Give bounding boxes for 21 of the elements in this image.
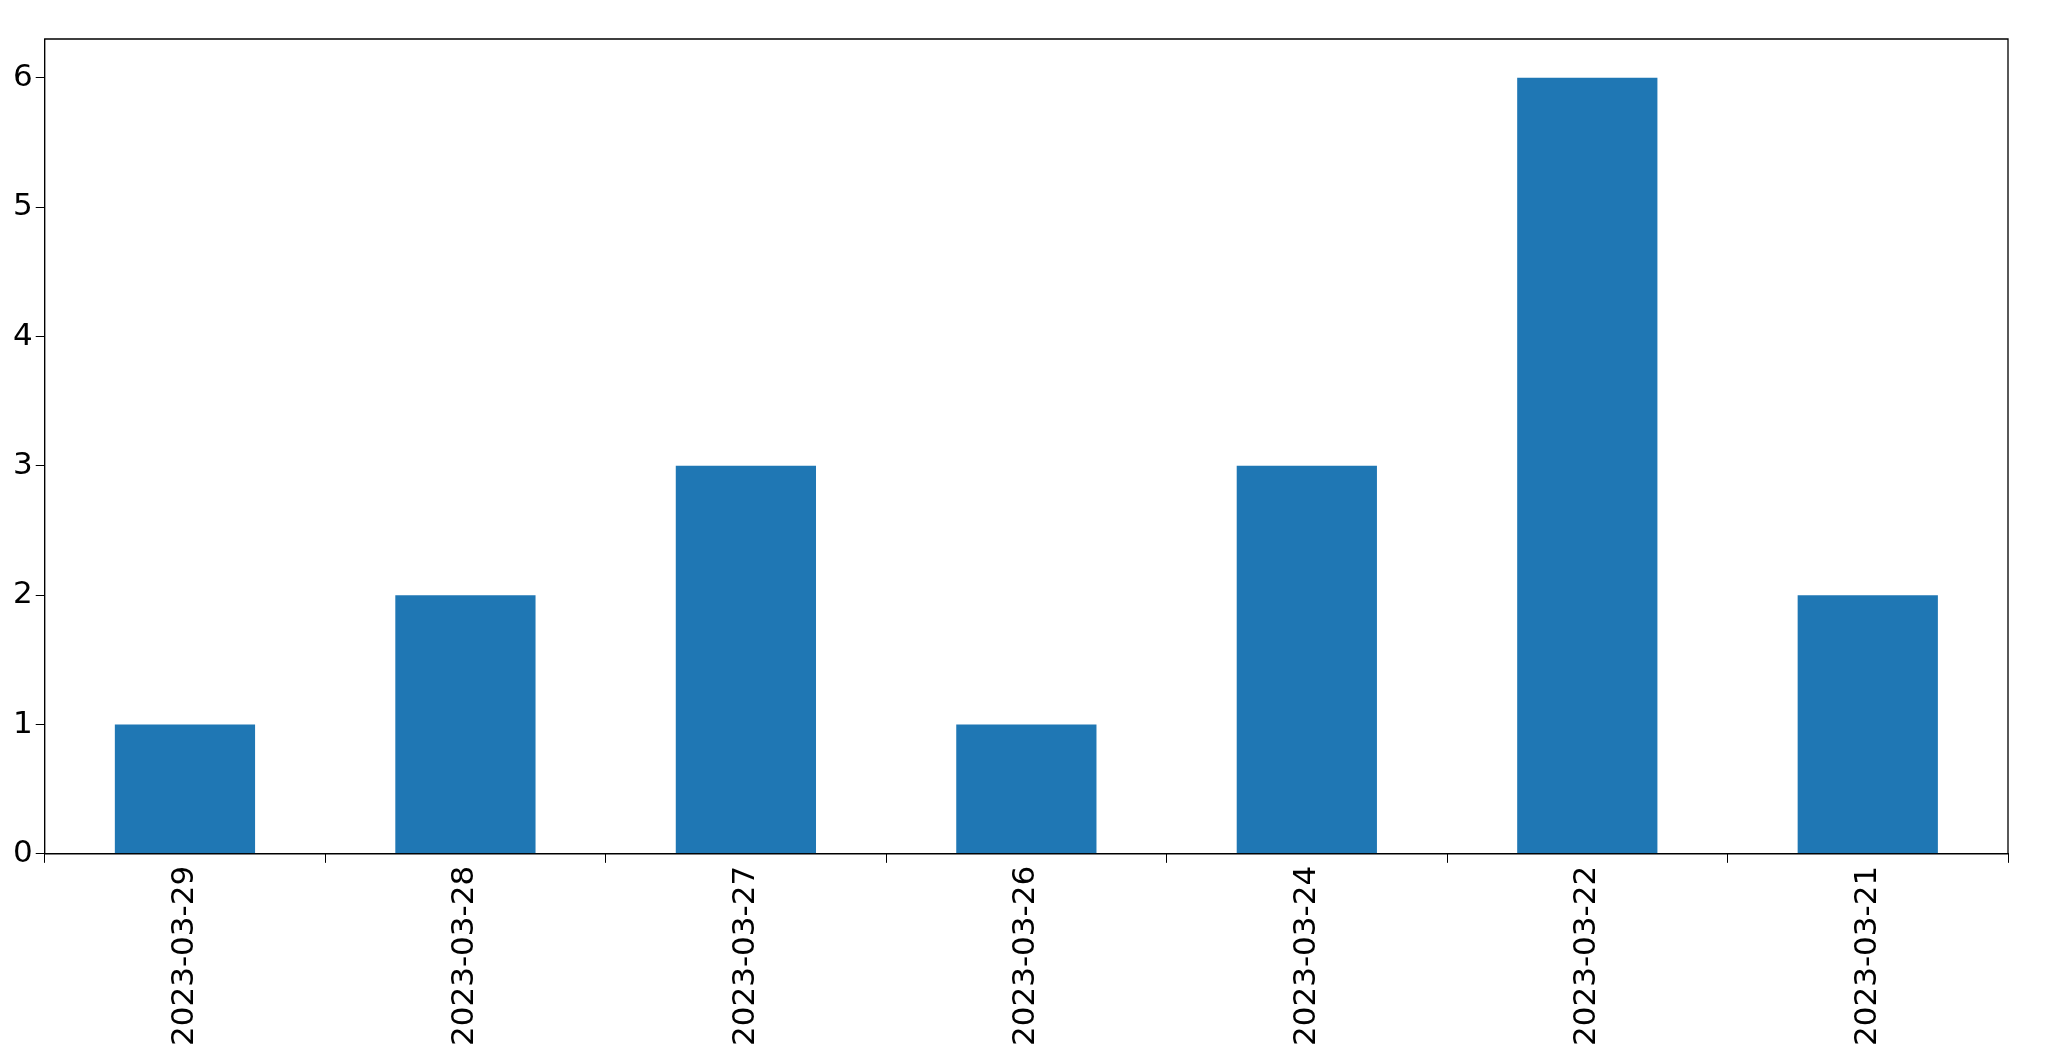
y-tick-label: 0 — [12, 832, 33, 869]
x-tick-label: 2023-03-29 — [164, 865, 200, 1047]
x-tick-label: 2023-03-24 — [1285, 865, 1322, 1047]
x-tick-label: 2023-03-22 — [1566, 865, 1603, 1047]
bar — [675, 465, 817, 854]
bar — [1797, 595, 1938, 854]
bar — [395, 595, 536, 854]
y-tick-label: 3 — [12, 444, 33, 481]
bar — [956, 724, 1097, 854]
bar — [1517, 77, 1658, 854]
y-tick-label: 2 — [12, 574, 33, 611]
x-tick-label: 2023-03-28 — [444, 865, 481, 1047]
x-tick-label: 2023-03-26 — [1005, 865, 1042, 1047]
x-tick-label: 2023-03-27 — [724, 865, 761, 1047]
x-tick-label: 2023-03-21 — [1846, 865, 1883, 1047]
bar — [1236, 465, 1377, 854]
bar — [114, 724, 256, 854]
y-tick-label: 5 — [12, 186, 33, 223]
y-tick-label: 1 — [12, 703, 33, 740]
y-tick-label: 6 — [12, 56, 33, 93]
y-tick-label: 4 — [12, 315, 33, 352]
